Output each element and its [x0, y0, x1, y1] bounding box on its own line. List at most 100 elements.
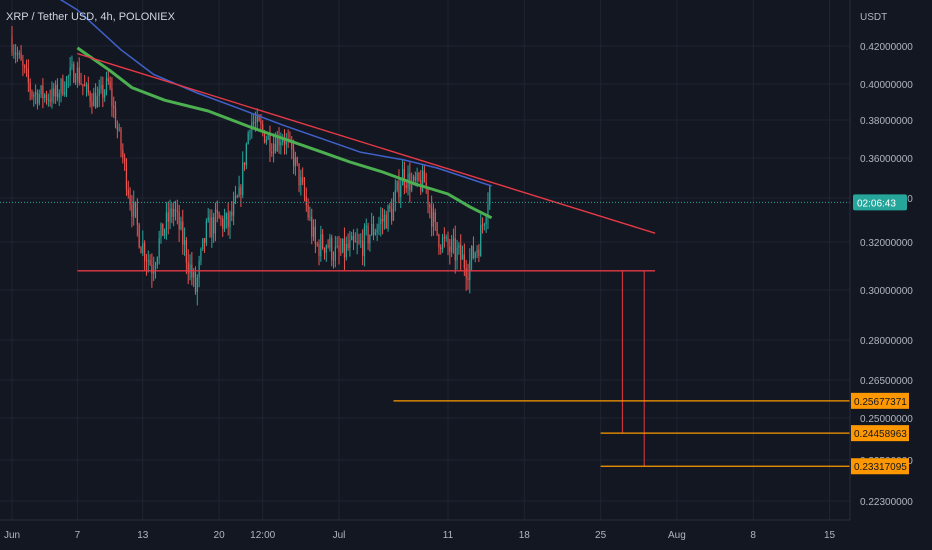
- candle-body: [200, 249, 202, 261]
- candle-body: [398, 181, 400, 198]
- candle-body: [465, 267, 467, 278]
- candle-body: [55, 84, 57, 97]
- candle-body: [336, 245, 338, 247]
- candle-body: [187, 262, 189, 273]
- candle-body: [458, 244, 460, 248]
- time-axis-panel[interactable]: [0, 520, 850, 550]
- price-tick-label: 0.25000000: [860, 414, 913, 425]
- candle-body: [414, 176, 416, 181]
- time-tick-label: Jul: [333, 530, 346, 541]
- candle-body: [305, 196, 307, 206]
- candle-body: [82, 84, 84, 86]
- candle-body: [392, 201, 395, 221]
- candle-body: [47, 99, 49, 101]
- candle-body: [203, 238, 206, 243]
- resistance-trendline[interactable]: [77, 52, 656, 234]
- candle-body: [316, 243, 318, 245]
- candle-body: [412, 176, 415, 182]
- candle-body: [349, 240, 351, 249]
- candle-body: [300, 177, 302, 186]
- candle-body: [116, 126, 118, 130]
- candle-body: [325, 245, 327, 253]
- candle-body: [53, 88, 55, 97]
- price-tick-label: 0.42000000: [860, 42, 913, 53]
- candle-body: [396, 181, 398, 191]
- candle-body: [193, 272, 195, 278]
- time-tick-label: Jun: [4, 530, 20, 541]
- target-level-label: 0.25677371: [854, 397, 907, 408]
- candle-body: [205, 220, 207, 243]
- candle-body: [343, 238, 346, 258]
- time-tick-label: Aug: [668, 530, 686, 541]
- candle-body: [256, 116, 258, 123]
- candle-body: [22, 60, 24, 66]
- time-tick-label: 20: [214, 530, 226, 541]
- candle-body: [418, 173, 420, 181]
- candle-body: [265, 139, 267, 143]
- candle-body: [196, 277, 198, 292]
- candle-body: [331, 237, 333, 261]
- candle-body: [145, 260, 148, 262]
- candle-body: [85, 84, 88, 87]
- candle-body: [360, 240, 362, 242]
- time-tick-label: 8: [750, 530, 756, 541]
- axis-labels-layer: 0.42000000 0.40000000 0.38000000 0.36000000…: [4, 42, 913, 541]
- candle-body: [303, 182, 306, 197]
- candle-body: [160, 223, 162, 239]
- candle-body: [218, 212, 220, 219]
- candle-body: [427, 188, 429, 205]
- candle-body: [463, 254, 465, 268]
- candle-body: [378, 223, 380, 230]
- candle-body: [481, 224, 484, 226]
- candle-body: [260, 121, 262, 125]
- candle-body: [91, 101, 93, 107]
- candle-body: [64, 92, 66, 95]
- candle-body: [307, 205, 309, 218]
- candle-body: [229, 211, 231, 227]
- candle-body: [454, 238, 456, 261]
- target-level-label: 0.23317095: [854, 462, 907, 473]
- candle-body: [202, 238, 204, 250]
- candle-body: [327, 245, 329, 248]
- candle-body: [314, 226, 316, 244]
- candle-body: [298, 163, 300, 186]
- candle-body: [476, 249, 478, 253]
- target-level-label: 0.24458963: [854, 429, 907, 440]
- candle-body: [374, 232, 376, 235]
- candle-body: [438, 234, 440, 248]
- candle-body: [38, 94, 40, 104]
- candle-body: [356, 241, 358, 243]
- candle-body: [127, 189, 129, 196]
- time-tick-label: 11: [443, 530, 454, 541]
- candle-body: [33, 94, 35, 97]
- candle-body: [120, 128, 122, 150]
- candle-body: [367, 226, 369, 244]
- candle-body: [347, 243, 349, 249]
- candle-body: [149, 260, 151, 265]
- candle-body: [385, 214, 387, 229]
- candle-body: [185, 240, 187, 263]
- candle-body: [342, 238, 344, 252]
- candle-body: [147, 260, 149, 262]
- candle-body: [269, 135, 271, 152]
- candle-body: [425, 182, 427, 189]
- currency-label: USDT: [860, 12, 887, 23]
- candle-body: [436, 221, 438, 235]
- candle-body: [354, 241, 356, 243]
- candle-body: [302, 177, 304, 183]
- candle-body: [15, 52, 17, 55]
- candle-body: [42, 85, 44, 99]
- candle-body: [401, 169, 404, 186]
- candle-body: [107, 78, 109, 82]
- candle-body: [154, 264, 157, 271]
- candle-body: [24, 65, 26, 68]
- candle-body: [387, 205, 389, 229]
- candle-body: [156, 257, 158, 265]
- candle-body: [243, 162, 246, 166]
- candle-body: [483, 224, 485, 226]
- candle-body: [124, 157, 126, 162]
- candle-body: [165, 212, 168, 230]
- candle-body: [400, 185, 402, 198]
